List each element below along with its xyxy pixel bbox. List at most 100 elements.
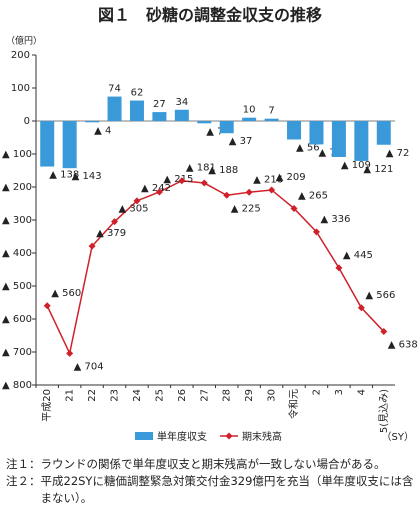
bar bbox=[242, 117, 257, 121]
line-marker bbox=[43, 302, 51, 310]
y-tick-label: ▲ 700 bbox=[2, 347, 32, 358]
bar-value-label: 74 bbox=[108, 84, 121, 95]
bar-value-label: 10 bbox=[243, 105, 256, 116]
bar-value-label: ▲ 37 bbox=[229, 136, 253, 147]
bar-value-label: 7 bbox=[268, 106, 274, 117]
line-marker bbox=[290, 204, 298, 212]
note: 注２： 平成22SYに糖価調整緊急対策交付金329億円を充当（単年度収支には含まな… bbox=[6, 473, 416, 507]
y-tick-label: ▲ 400 bbox=[2, 248, 32, 259]
line-value-label: ▲ 209 bbox=[276, 172, 306, 183]
note-label: 注１： bbox=[6, 457, 41, 471]
y-tick-label: ▲ 800 bbox=[2, 380, 32, 391]
line bbox=[46, 179, 385, 356]
y-tick-label: 200 bbox=[11, 50, 30, 61]
line-value-label: ▲ 265 bbox=[298, 190, 328, 201]
line-marker bbox=[268, 186, 276, 194]
line-value-label: ▲ 336 bbox=[320, 214, 350, 225]
bar bbox=[40, 121, 55, 167]
x-tick-label: 2 bbox=[311, 389, 322, 395]
line-value-label: ▲ 445 bbox=[343, 250, 373, 261]
line-value-label: ▲ 215 bbox=[163, 174, 193, 185]
bar bbox=[354, 121, 369, 161]
bar bbox=[331, 121, 346, 157]
bar bbox=[264, 118, 279, 121]
line-marker bbox=[357, 304, 365, 312]
x-tick-label: 27 bbox=[199, 389, 210, 402]
line-marker bbox=[66, 349, 74, 357]
bar-value-label: ▲ 138 bbox=[49, 170, 79, 181]
legend-swatch bbox=[135, 432, 153, 440]
line-marker bbox=[111, 218, 119, 226]
x-tick-label: 22 bbox=[87, 389, 98, 402]
x-tick-label: 28 bbox=[222, 389, 233, 402]
line-value-label: ▲ 560 bbox=[51, 288, 81, 299]
y-tick-label: ▲ 500 bbox=[2, 281, 32, 292]
legend-label: 単年度収支 bbox=[157, 430, 207, 443]
x-tick-label: 4 bbox=[356, 389, 367, 395]
line-marker bbox=[335, 264, 343, 272]
line-value-label: ▲ 181 bbox=[186, 163, 216, 174]
legend-swatch bbox=[225, 432, 233, 440]
bar-value-label: ▲ 143 bbox=[72, 171, 102, 182]
note-text: ラウンドの関係で単年度収支と期末残高が一致しない場合がある。 bbox=[40, 457, 386, 471]
line-value-label: ▲ 638 bbox=[388, 340, 418, 351]
x-tick-label: 5(見込み) bbox=[378, 389, 390, 433]
bar bbox=[85, 121, 100, 123]
line-value-label: ▲ 704 bbox=[74, 361, 104, 372]
line-marker bbox=[133, 197, 141, 205]
bar-value-label: ▲ 4 bbox=[94, 125, 111, 136]
notes: 注１： ラウンドの関係で単年度収支と期末残高が一致しない場合がある。 注２： 平成22… bbox=[6, 456, 416, 507]
x-tick-label: 30 bbox=[267, 389, 278, 402]
bar-value-label: ▲ 71 bbox=[318, 147, 342, 158]
x-tick-label: 23 bbox=[110, 389, 121, 402]
y-tick-label: 0 bbox=[24, 116, 30, 127]
line-value-label: ▲ 216 bbox=[253, 174, 283, 185]
note-text: 平成22SYに糖価調整緊急対策交付金329億円を充当（単年度収支には含まない）。 bbox=[40, 474, 414, 505]
legend-label: 期末残高 bbox=[242, 430, 282, 443]
x-tick-label: 平成20 bbox=[41, 389, 53, 422]
x-tick-label: 3 bbox=[334, 389, 345, 395]
bar-value-label: ▲ 109 bbox=[341, 160, 371, 171]
line-value-label: ▲ 566 bbox=[365, 290, 395, 301]
y-tick-label: ▲ 600 bbox=[2, 314, 32, 325]
line-value-label: ▲ 305 bbox=[119, 204, 149, 215]
bar bbox=[197, 121, 212, 124]
line-marker bbox=[155, 188, 163, 196]
x-tick-label: 29 bbox=[244, 389, 255, 402]
note-label: 注２： bbox=[6, 474, 41, 488]
y-tick-label: ▲ 200 bbox=[2, 182, 32, 193]
line-marker bbox=[312, 228, 320, 236]
line-value-label: ▲ 379 bbox=[96, 228, 126, 239]
bar-value-label: 62 bbox=[131, 88, 144, 99]
bar-value-label: ▲ 7 bbox=[206, 126, 223, 137]
bar bbox=[376, 121, 391, 145]
line-marker bbox=[178, 177, 186, 185]
x-unit: （SY） bbox=[382, 431, 414, 443]
x-tick-label: 25 bbox=[154, 389, 165, 402]
bar bbox=[129, 100, 144, 121]
x-tick-label: 24 bbox=[132, 389, 143, 402]
line-marker bbox=[223, 191, 231, 199]
line-marker bbox=[200, 179, 208, 187]
bar bbox=[309, 121, 324, 145]
bar-value-label: ▲ 121 bbox=[363, 164, 393, 175]
bar bbox=[287, 121, 302, 140]
line-marker bbox=[380, 328, 388, 336]
line-marker bbox=[245, 188, 253, 196]
bar bbox=[62, 121, 77, 169]
note: 注１： ラウンドの関係で単年度収支と期末残高が一致しない場合がある。 bbox=[6, 456, 416, 473]
x-tick-label: 26 bbox=[177, 389, 188, 402]
line-marker bbox=[88, 242, 96, 250]
y-tick-label: 100 bbox=[11, 83, 30, 94]
x-tick-label: 令和元 bbox=[287, 389, 300, 419]
y-tick-label: ▲ 100 bbox=[2, 149, 32, 160]
bar bbox=[219, 121, 234, 134]
y-unit: （億円） bbox=[6, 35, 42, 47]
bar bbox=[174, 109, 189, 121]
line-value-label: ▲ 188 bbox=[208, 165, 238, 176]
line-value-label: ▲ 225 bbox=[231, 203, 261, 214]
chart: 図１ 砂糖の調整金収支の推移 （億円） （SY） 200 100 0 ▲ 100 ▲ 2… bbox=[2, 6, 418, 444]
bar-value-label: ▲ 72 bbox=[386, 148, 410, 159]
bar-value-label: 34 bbox=[175, 97, 188, 108]
